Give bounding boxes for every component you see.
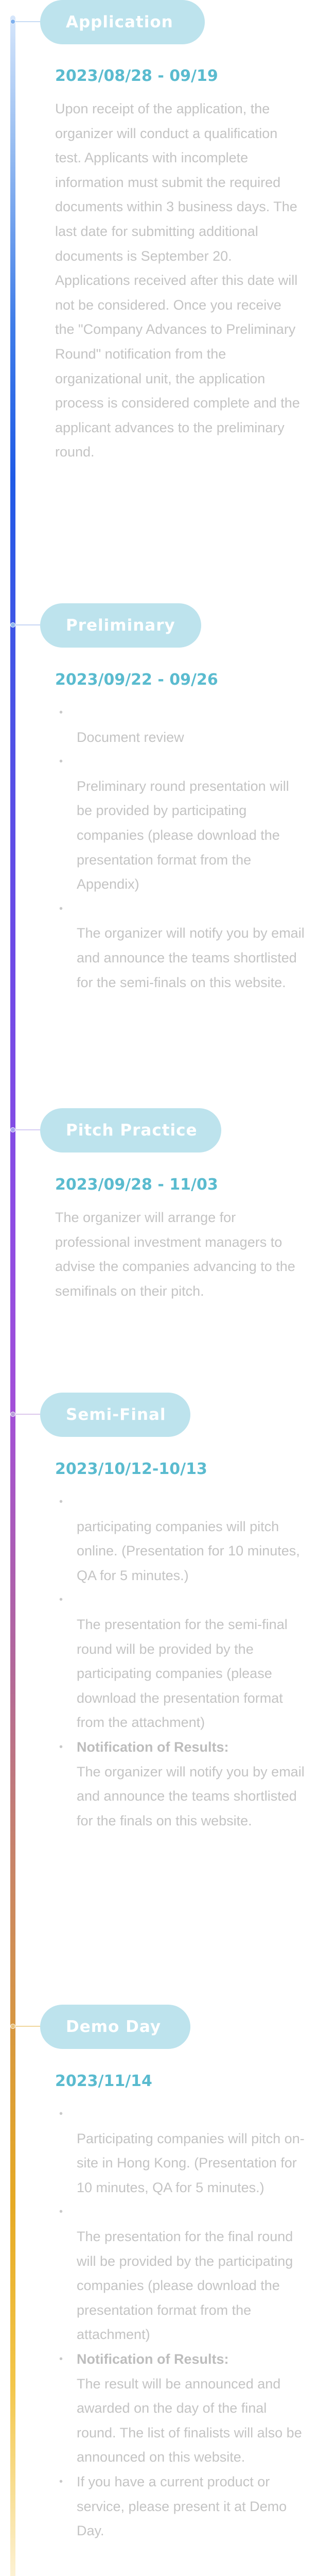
- stage-title-semi-final: Semi-Final: [40, 1393, 190, 1437]
- timeline-rail: [10, 15, 15, 2576]
- list-item-notification: • Notification of Results: The result will…: [55, 2347, 305, 2470]
- stage-title-application: Application: [40, 0, 205, 44]
- list-item: • The presentation for the final round wi…: [59, 2206, 293, 2343]
- list-item: • Document review: [59, 707, 184, 745]
- timeline-connector: [15, 21, 40, 22]
- timeline-connector: [15, 1129, 40, 1130]
- timeline-dot-application: [10, 19, 15, 24]
- list-item: • Participating companies will pitch on-s…: [59, 2108, 305, 2195]
- stage-dates-preliminary: 2023/09/22 - 09/26: [55, 671, 218, 689]
- timeline-dot-preliminary: [10, 622, 15, 628]
- notification-label: Notification of Results:: [77, 2351, 229, 2367]
- stage-items-demo-day: • Participating companies will pitch on-s…: [55, 2102, 305, 2544]
- timeline-dot-semi-final: [10, 1412, 15, 1417]
- stage-dates-pitch-practice: 2023/09/28 - 11/03: [55, 1176, 218, 1194]
- timeline-connector: [15, 1414, 40, 1415]
- list-item: • If you have a current product or servic…: [59, 2473, 287, 2539]
- stage-description-application: Upon receipt of the application, the org…: [55, 101, 300, 460]
- timeline-connector: [15, 2026, 40, 2027]
- stage-description-pitch-practice: The organizer will arrange for professio…: [55, 1210, 295, 1299]
- timeline-dot-demo-day: [10, 2024, 15, 2029]
- list-item: • The presentation for the semi-final rou…: [59, 1594, 288, 1731]
- timeline-dot-pitch-practice: [10, 1127, 15, 1132]
- list-item-notification: • Notification of Results: The organizer w…: [55, 1735, 305, 1833]
- notification-label: Notification of Results:: [77, 1739, 229, 1755]
- stage-title-pitch-practice: Pitch Practice: [40, 1108, 221, 1153]
- timeline-connector: [15, 624, 40, 625]
- stage-items-semi-final: • participating companies will pitch onli…: [55, 1490, 305, 1833]
- stage-dates-semi-final: 2023/10/12-10/13: [55, 1460, 207, 1478]
- list-item: • participating companies will pitch onli…: [59, 1496, 300, 1583]
- stage-dates-application: 2023/08/28 - 09/19: [55, 67, 218, 85]
- stage-dates-demo-day: 2023/11/14: [55, 2072, 152, 2090]
- stage-items-preliminary: • Document review • Preliminary round pres…: [55, 701, 305, 995]
- list-item: • Preliminary round presentation will be …: [59, 756, 289, 892]
- list-item: • The organizer will notify you by email …: [59, 903, 305, 990]
- stage-title-preliminary: Preliminary: [40, 603, 201, 648]
- stage-title-demo-day: Demo Day: [40, 2005, 190, 2049]
